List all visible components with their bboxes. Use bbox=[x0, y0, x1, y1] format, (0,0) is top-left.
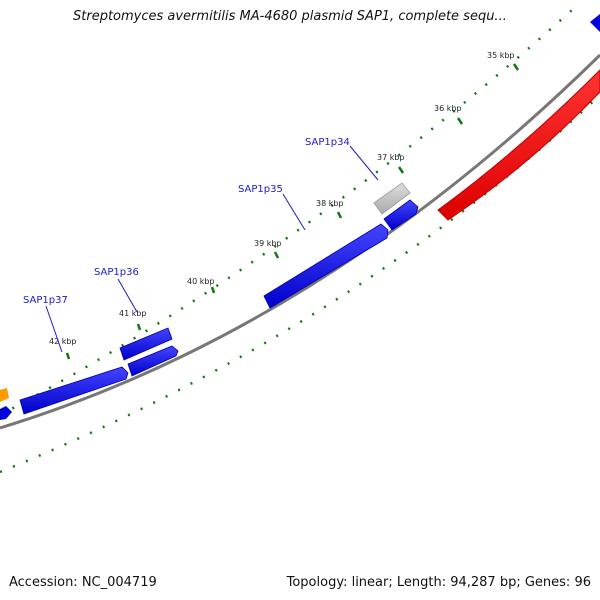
accession-text: Accession: NC_004719 bbox=[9, 575, 157, 590]
tick-36kbp bbox=[456, 117, 464, 125]
gene-blue-sap1p36-lower[interactable] bbox=[127, 345, 179, 377]
gene-grey-sap1p34[interactable] bbox=[373, 182, 411, 215]
summary-text: Topology: linear; Length: 94,287 bp; Gen… bbox=[286, 575, 591, 590]
gene-label-sap1p37[interactable]: SAP1p37 bbox=[23, 295, 68, 306]
scale-label-37kbp: 37 kbp bbox=[377, 153, 405, 162]
leader-sap1p37 bbox=[45, 305, 63, 353]
tick-37kbp bbox=[397, 166, 405, 174]
scale-ring-outer bbox=[0, 9, 573, 417]
gene-blue-fragment-top[interactable] bbox=[590, 14, 600, 32]
gene-orange-edge[interactable] bbox=[0, 388, 9, 402]
scale-ticks bbox=[65, 63, 520, 360]
scale-label-39kbp: 39 kbp bbox=[254, 239, 282, 248]
scale-label-41kbp: 41 kbp bbox=[119, 309, 147, 318]
leader-sap1p36 bbox=[117, 278, 138, 313]
tick-35kbp bbox=[512, 63, 520, 71]
scale-label-42kbp: 42 kbp bbox=[49, 337, 77, 346]
scale-label-35kbp: 35 kbp bbox=[487, 51, 515, 60]
scale-label-38kbp: 38 kbp bbox=[316, 199, 344, 208]
plasmid-backbone bbox=[0, 53, 600, 430]
gene-label-sap1p35[interactable]: SAP1p35 bbox=[238, 184, 283, 195]
tick-40kbp bbox=[210, 286, 216, 294]
gene-blue-sap1p36-upper[interactable] bbox=[119, 327, 173, 361]
tick-39kbp bbox=[273, 251, 280, 259]
gene-blue-small[interactable] bbox=[383, 199, 419, 231]
leader-sap1p35 bbox=[282, 193, 306, 231]
scale-label-36kbp: 36 kbp bbox=[434, 104, 462, 113]
gene-label-sap1p36[interactable]: SAP1p36 bbox=[94, 267, 139, 278]
gene-blue-sap1p35[interactable] bbox=[263, 223, 389, 309]
scale-ring-inner bbox=[0, 94, 600, 474]
gene-blue-sap1p37[interactable] bbox=[19, 366, 129, 415]
tick-42kbp bbox=[65, 352, 71, 360]
map-title: Streptomyces avermitilis MA-4680 plasmid… bbox=[73, 9, 507, 24]
gene-label-sap1p34[interactable]: SAP1p34 bbox=[305, 137, 350, 148]
tick-41kbp bbox=[136, 323, 142, 331]
gene-blue-edge[interactable] bbox=[0, 406, 12, 420]
tick-38kbp bbox=[336, 211, 343, 219]
scale-label-40kbp: 40 kbp bbox=[187, 277, 215, 286]
gene-red-reverse[interactable] bbox=[437, 69, 600, 221]
leader-sap1p34 bbox=[349, 145, 379, 181]
label-leaders bbox=[45, 145, 379, 353]
